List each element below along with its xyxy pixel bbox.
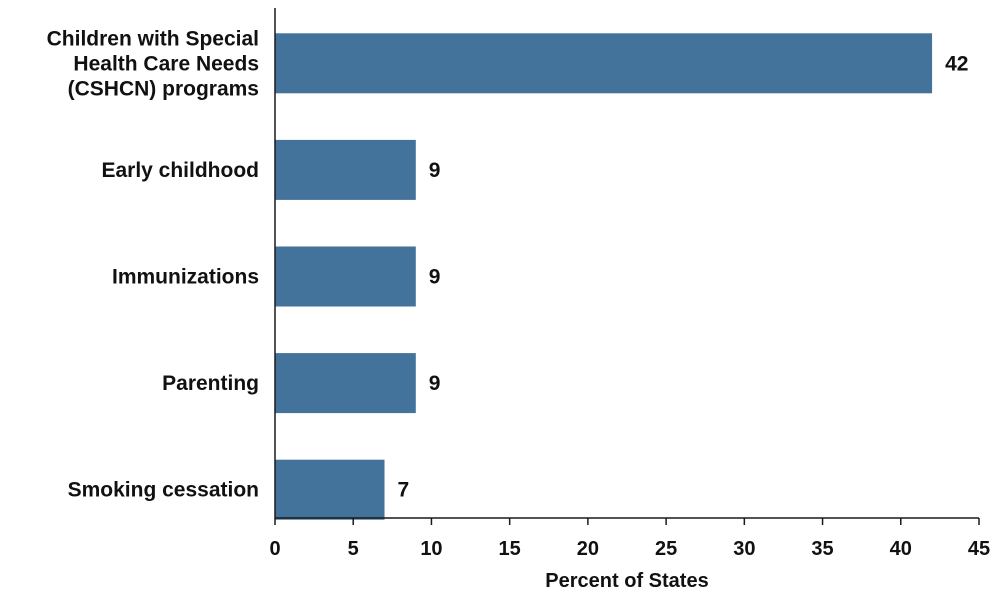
category-label-line: Immunizations (112, 266, 259, 289)
axes (274, 8, 979, 519)
x-tick-label: 35 (811, 538, 833, 560)
bars (275, 33, 933, 520)
x-tick-label: 10 (420, 538, 442, 560)
value-label: 9 (429, 266, 441, 289)
x-tick-label: 20 (577, 538, 599, 560)
x-axis-title: Percent of States (545, 570, 708, 590)
bar (275, 353, 416, 414)
category-label-line: (CSHCN) programs (68, 77, 259, 100)
x-axis-tick-labels: 0 5 10 15 20 25 30 35 40 45 (269, 538, 990, 560)
value-label: 7 (398, 479, 410, 502)
category-label: Parenting (162, 372, 259, 395)
bar (275, 139, 416, 200)
x-tick-label: 25 (655, 538, 677, 560)
value-labels: 42 9 9 9 7 (398, 52, 969, 501)
x-tick-label: 0 (269, 538, 280, 560)
category-label-line: Smoking cessation (68, 479, 259, 502)
x-tick-label: 30 (733, 538, 755, 560)
category-label-line: Health Care Needs (73, 52, 259, 75)
value-label: 42 (945, 52, 968, 75)
value-label: 9 (429, 372, 441, 395)
bar (275, 459, 385, 520)
category-label-line: Children with Special (47, 27, 259, 50)
bar (275, 246, 416, 307)
category-label-line: Early childhood (101, 159, 259, 182)
bar (275, 33, 933, 94)
x-tick-label: 45 (968, 538, 990, 560)
x-tick-label: 15 (499, 538, 521, 560)
x-axis-ticks (274, 518, 980, 525)
category-labels: Children with Special Health Care Needs (C… (47, 27, 259, 501)
category-label-line: Parenting (162, 372, 259, 395)
category-label: Immunizations (112, 266, 259, 289)
x-tick-label: 40 (890, 538, 912, 560)
x-tick-label: 5 (348, 538, 359, 560)
category-label: Smoking cessation (68, 479, 259, 502)
value-label: 9 (429, 159, 441, 182)
category-label: Children with Special Health Care Needs (C… (47, 27, 259, 100)
category-label: Early childhood (101, 159, 259, 182)
